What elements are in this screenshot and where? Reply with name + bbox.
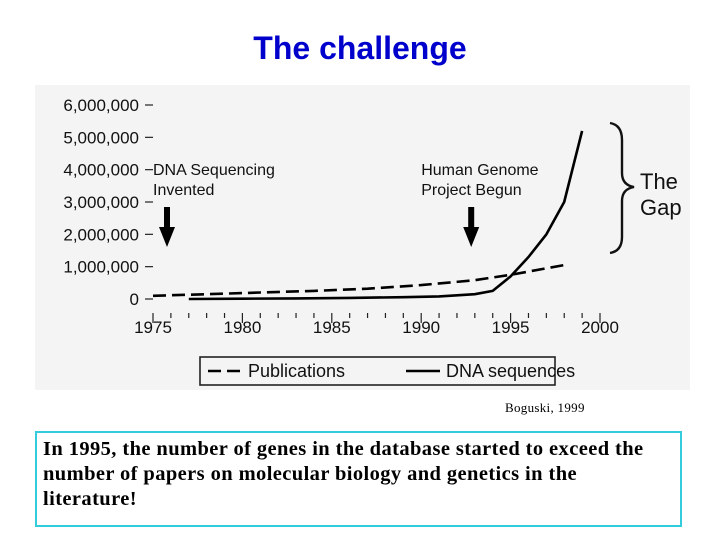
legend-label: Publications xyxy=(248,361,345,381)
note-box: In 1995, the number of genes in the data… xyxy=(35,431,682,527)
y-tick-label: 3,000,000 xyxy=(63,193,139,212)
y-tick-label: 6,000,000 xyxy=(63,96,139,115)
y-tick-label: 2,000,000 xyxy=(63,225,139,244)
y-tick-label: 1,000,000 xyxy=(63,258,139,277)
arrow-shaft xyxy=(164,207,170,229)
annotation-label: Project Begun xyxy=(421,182,522,199)
legend-label: DNA sequences xyxy=(446,361,575,381)
x-tick-label: 1995 xyxy=(492,318,530,337)
x-tick-label: 1980 xyxy=(223,318,261,337)
x-tick-label: 1985 xyxy=(313,318,351,337)
gap-chart: 0 1,000,000 2,000,000 3,000,000 4,000,000 5,0… xyxy=(35,85,690,390)
y-tick-label: 5,000,000 xyxy=(63,128,139,147)
brace-label: Gap xyxy=(640,195,682,220)
arrow-shaft xyxy=(468,207,475,229)
slide-title: The challenge xyxy=(253,30,467,66)
x-tick-label: 1990 xyxy=(402,318,440,337)
y-tick-label: 0 xyxy=(130,290,139,309)
chart-panel: 0 1,000,000 2,000,000 3,000,000 4,000,000 5,0… xyxy=(35,85,690,390)
down-arrow-icon xyxy=(159,227,175,247)
annotation-label: DNA Sequencing xyxy=(153,162,275,179)
series-line-dna-sequences xyxy=(188,130,584,301)
chart-credit: Boguski, 1999 xyxy=(505,400,585,415)
annotation-label: Human Genome xyxy=(421,162,538,179)
series-line-publications xyxy=(152,263,565,298)
legend-box xyxy=(199,356,556,386)
x-tick-label: 2000 xyxy=(581,318,619,337)
y-tick-label: 4,000,000 xyxy=(63,161,139,180)
x-tick-label: 1975 xyxy=(134,318,172,337)
brace-label: The xyxy=(640,169,678,194)
gap-brace xyxy=(609,121,635,255)
annotation-label: Invented xyxy=(153,182,214,199)
down-arrow-icon xyxy=(463,227,480,247)
